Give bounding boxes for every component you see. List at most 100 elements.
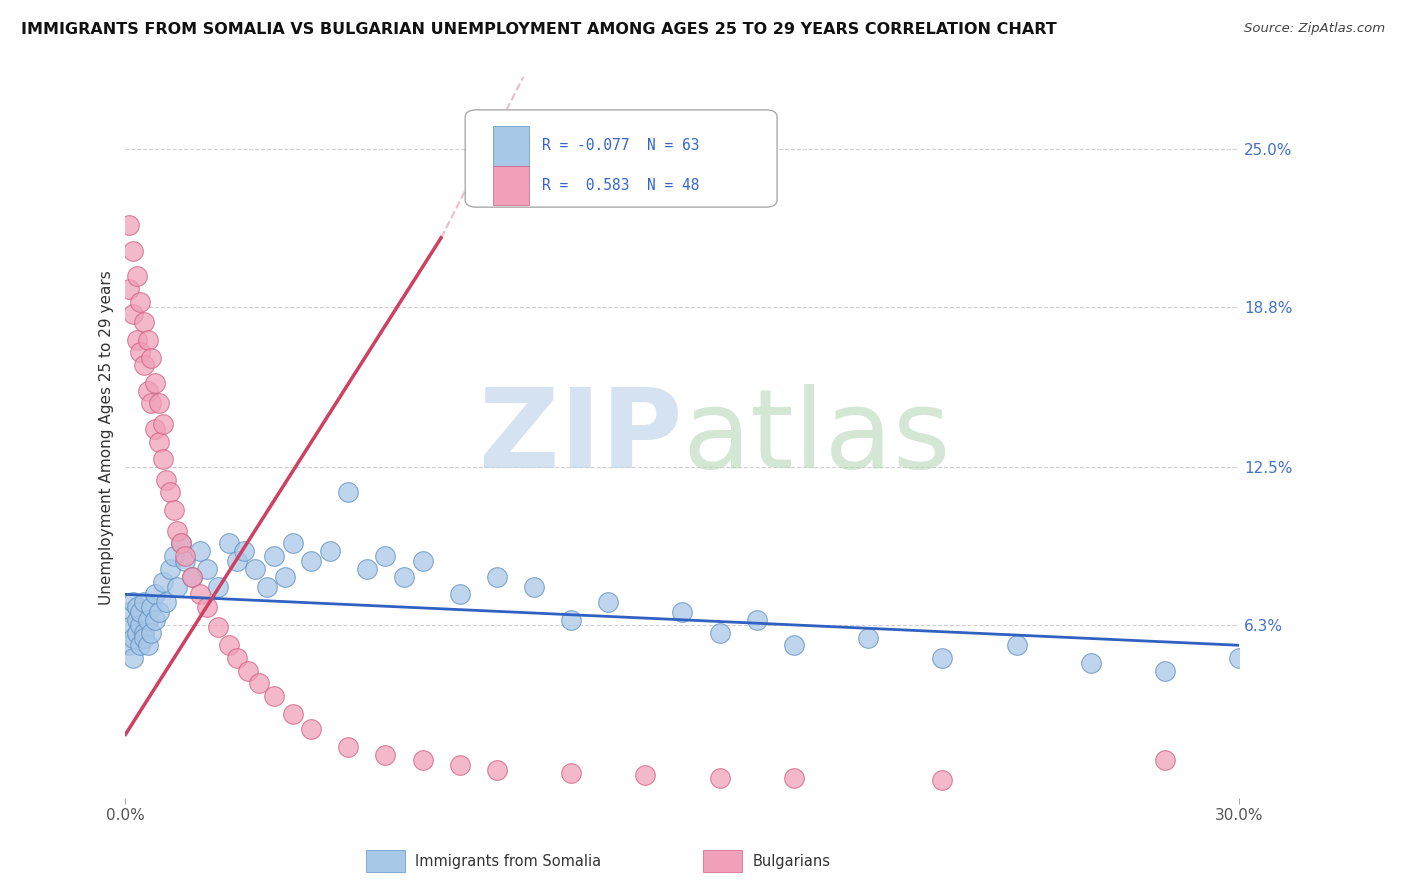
Point xyxy=(1154,753,1177,767)
Point xyxy=(166,524,188,538)
Point xyxy=(143,376,166,390)
Point xyxy=(374,747,396,762)
Point xyxy=(1005,638,1028,652)
Point xyxy=(125,600,148,615)
Point xyxy=(195,562,218,576)
Point xyxy=(118,605,141,619)
Point xyxy=(143,587,166,601)
Point xyxy=(356,562,378,576)
Point xyxy=(118,638,141,652)
Point xyxy=(122,631,145,645)
Point xyxy=(132,595,155,609)
Point xyxy=(523,580,546,594)
Point xyxy=(256,580,278,594)
Point xyxy=(159,562,181,576)
Text: R = -0.077  N = 63: R = -0.077 N = 63 xyxy=(543,138,700,153)
Point xyxy=(173,549,195,563)
Point xyxy=(129,618,152,632)
Point xyxy=(155,595,177,609)
Point xyxy=(560,765,582,780)
Point xyxy=(233,544,256,558)
Point xyxy=(299,554,322,568)
Point xyxy=(152,452,174,467)
Point xyxy=(931,651,953,665)
Point xyxy=(263,690,285,704)
Point xyxy=(152,574,174,589)
Point xyxy=(173,554,195,568)
Point xyxy=(225,651,247,665)
Point xyxy=(122,651,145,665)
Point xyxy=(374,549,396,563)
Point xyxy=(709,771,731,785)
Text: R =  0.583  N = 48: R = 0.583 N = 48 xyxy=(543,178,700,193)
Point xyxy=(188,587,211,601)
Point xyxy=(337,740,360,755)
Point xyxy=(247,676,270,690)
Point xyxy=(931,773,953,788)
Point xyxy=(148,434,170,449)
Point xyxy=(745,613,768,627)
Text: IMMIGRANTS FROM SOMALIA VS BULGARIAN UNEMPLOYMENT AMONG AGES 25 TO 29 YEARS CORR: IMMIGRANTS FROM SOMALIA VS BULGARIAN UNE… xyxy=(21,22,1057,37)
Point xyxy=(122,307,145,321)
Point xyxy=(709,625,731,640)
Point xyxy=(141,396,163,410)
Text: ZIP: ZIP xyxy=(479,384,682,491)
Point xyxy=(132,358,155,372)
Point xyxy=(136,384,159,398)
Point xyxy=(159,485,181,500)
Point xyxy=(412,753,434,767)
Point xyxy=(318,544,340,558)
Point xyxy=(129,294,152,309)
Point xyxy=(143,422,166,436)
Point xyxy=(122,595,145,609)
Point xyxy=(163,549,186,563)
Point xyxy=(281,706,304,721)
Point xyxy=(129,638,152,652)
Point xyxy=(207,620,229,634)
Point xyxy=(166,580,188,594)
Point xyxy=(148,396,170,410)
Point xyxy=(449,758,471,772)
Point xyxy=(118,218,141,232)
Point xyxy=(143,613,166,627)
Point xyxy=(188,544,211,558)
Point xyxy=(125,333,148,347)
Point xyxy=(181,569,204,583)
Point xyxy=(485,763,508,777)
Point xyxy=(1154,664,1177,678)
Point xyxy=(245,562,267,576)
Point xyxy=(225,554,247,568)
Point xyxy=(1227,651,1250,665)
Point xyxy=(148,605,170,619)
Text: atlas: atlas xyxy=(682,384,950,491)
Point xyxy=(125,613,148,627)
Point xyxy=(281,536,304,550)
Point xyxy=(118,620,141,634)
Text: Bulgarians: Bulgarians xyxy=(752,855,830,869)
Point xyxy=(218,638,240,652)
Point xyxy=(163,503,186,517)
FancyBboxPatch shape xyxy=(494,166,529,205)
Point xyxy=(207,580,229,594)
Text: Source: ZipAtlas.com: Source: ZipAtlas.com xyxy=(1244,22,1385,36)
Point xyxy=(671,605,693,619)
Point xyxy=(129,345,152,359)
Point xyxy=(337,485,360,500)
Point xyxy=(195,600,218,615)
Point xyxy=(181,569,204,583)
Point xyxy=(412,554,434,568)
Y-axis label: Unemployment Among Ages 25 to 29 years: Unemployment Among Ages 25 to 29 years xyxy=(100,270,114,605)
Point xyxy=(132,631,155,645)
Point xyxy=(236,664,259,678)
Point xyxy=(218,536,240,550)
Point xyxy=(170,536,193,550)
Point xyxy=(152,417,174,431)
Point xyxy=(122,244,145,258)
Point xyxy=(485,569,508,583)
Point xyxy=(170,536,193,550)
Point xyxy=(132,315,155,329)
Point xyxy=(125,268,148,283)
Point xyxy=(125,625,148,640)
Point xyxy=(783,771,806,785)
Point xyxy=(274,569,297,583)
